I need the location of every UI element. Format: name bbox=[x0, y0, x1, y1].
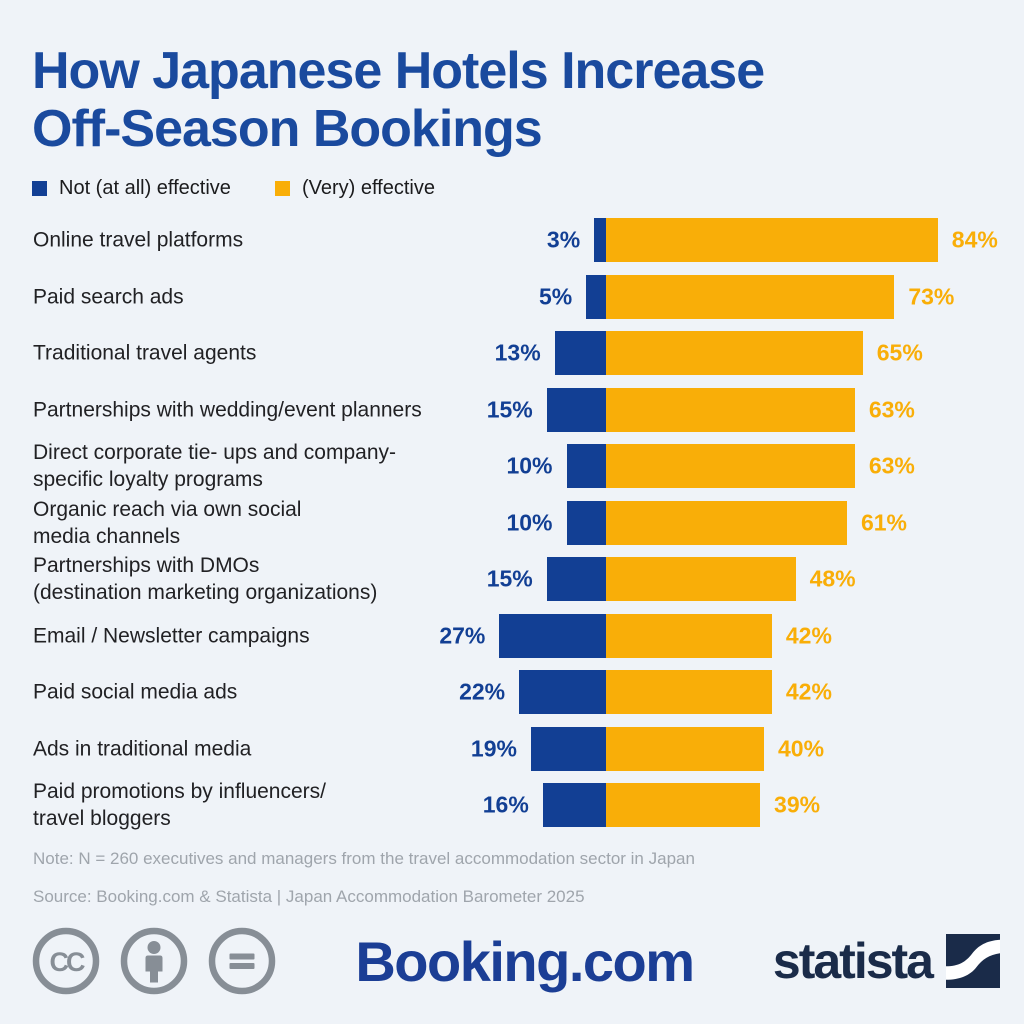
chart-row: Partnerships with DMOs (destination mark… bbox=[0, 551, 1024, 608]
effective-value: 61% bbox=[860, 509, 907, 536]
not-effective-value: 13% bbox=[494, 339, 541, 366]
category-label: Ads in traditional media bbox=[33, 737, 252, 761]
not-effective-value: 16% bbox=[482, 791, 529, 818]
not-effective-value: 5% bbox=[539, 283, 573, 310]
cc-license-icons: CC bbox=[32, 927, 276, 995]
chart-row: Partnerships with wedding/event planners… bbox=[0, 382, 1024, 439]
effective-value: 39% bbox=[774, 791, 821, 818]
chart-row: Paid promotions by influencers/ travel b… bbox=[0, 777, 1024, 834]
effective-bar bbox=[606, 387, 855, 432]
cc-icon: CC bbox=[32, 927, 100, 995]
category-label: Partnerships with wedding/event planners bbox=[33, 398, 422, 422]
effective-bar bbox=[606, 500, 847, 545]
effective-bar bbox=[606, 218, 938, 263]
statista-mark-icon bbox=[945, 934, 1000, 988]
title-line-2: Off-Season Bookings bbox=[32, 100, 543, 158]
effective-value: 73% bbox=[908, 283, 955, 310]
effective-bar bbox=[606, 274, 895, 319]
not-effective-value: 10% bbox=[506, 509, 553, 536]
effective-value: 48% bbox=[809, 565, 856, 592]
not-effective-value: 3% bbox=[546, 226, 581, 253]
category-label: Email / Newsletter campaigns bbox=[33, 624, 310, 648]
effective-value: 63% bbox=[868, 396, 915, 423]
legend-swatch-orange bbox=[274, 181, 290, 196]
category-label: Paid promotions by influencers/ travel b… bbox=[33, 780, 326, 831]
chart-row: Email / Newsletter campaigns 27% 42% bbox=[0, 608, 1024, 665]
chart-row: Direct corporate tie- ups and company- s… bbox=[0, 438, 1024, 495]
not-effective-value: 19% bbox=[470, 735, 517, 762]
not-effective-bar bbox=[566, 500, 606, 545]
page-title: How Japanese Hotels Increase Off-Season B… bbox=[32, 42, 765, 158]
chart-row: Paid search ads 5% 73% bbox=[0, 269, 1024, 326]
category-label: Partnerships with DMOs (destination mark… bbox=[33, 554, 378, 605]
note-text: Note: N = 260 executives and managers fr… bbox=[33, 849, 695, 868]
diverging-bar-chart: Online travel platforms 3% 84% Paid search … bbox=[0, 212, 1024, 834]
chart-legend: Not (at all) effective (Very) effective bbox=[32, 177, 435, 200]
category-label: Online travel platforms bbox=[33, 228, 244, 252]
category-label: Traditional travel agents bbox=[33, 341, 257, 365]
effective-value: 63% bbox=[868, 452, 915, 479]
effective-value: 40% bbox=[778, 735, 825, 762]
legend-swatch-blue bbox=[32, 181, 47, 196]
booking-com-logo: Booking.com bbox=[355, 929, 695, 993]
not-effective-value: 15% bbox=[486, 565, 533, 592]
svg-text:CC: CC bbox=[50, 947, 85, 977]
chart-row: Paid social media ads 22% 42% bbox=[0, 664, 1024, 721]
attribution-icon bbox=[120, 927, 188, 995]
category-label: Paid social media ads bbox=[33, 680, 238, 704]
category-label: Paid search ads bbox=[33, 285, 184, 309]
effective-bar bbox=[606, 557, 796, 602]
chart-row: Traditional travel agents 13% 65% bbox=[0, 325, 1024, 382]
not-effective-bar bbox=[594, 218, 606, 263]
footer: CC Booking.com statista bbox=[32, 918, 1000, 1004]
effective-bar bbox=[606, 726, 764, 771]
effective-bar bbox=[606, 783, 761, 828]
category-label: Direct corporate tie- ups and company- s… bbox=[33, 441, 396, 492]
legend-label: (Very) effective bbox=[301, 177, 435, 199]
not-effective-bar bbox=[519, 670, 606, 715]
effective-value: 42% bbox=[785, 622, 832, 649]
legend-item-effective: (Very) effective bbox=[274, 177, 435, 200]
effective-value: 42% bbox=[785, 678, 832, 705]
title-line-1: How Japanese Hotels Increase bbox=[32, 42, 765, 100]
not-effective-bar bbox=[554, 331, 606, 376]
effective-bar bbox=[606, 331, 863, 376]
category-label: Organic reach via own social media chann… bbox=[33, 497, 302, 548]
no-derivatives-icon bbox=[208, 927, 276, 995]
legend-item-not-effective: Not (at all) effective bbox=[32, 177, 231, 200]
not-effective-value: 15% bbox=[486, 396, 533, 423]
not-effective-bar bbox=[546, 557, 606, 602]
effective-bar bbox=[606, 444, 855, 489]
effective-bar bbox=[606, 670, 772, 715]
source-text: Source: Booking.com & Statista | Japan A… bbox=[33, 887, 585, 906]
not-effective-bar bbox=[499, 613, 606, 658]
chart-row: Organic reach via own social media chann… bbox=[0, 495, 1024, 552]
not-effective-value: 10% bbox=[506, 452, 553, 479]
chart-row: Ads in traditional media 19% 40% bbox=[0, 721, 1024, 778]
not-effective-bar bbox=[566, 444, 606, 489]
not-effective-bar bbox=[530, 726, 606, 771]
chart-row: Online travel platforms 3% 84% bbox=[0, 212, 1024, 269]
effective-value: 84% bbox=[951, 226, 998, 253]
effective-bar bbox=[606, 613, 772, 658]
effective-value: 65% bbox=[876, 339, 923, 366]
statista-logo: statista bbox=[773, 932, 1000, 990]
not-effective-value: 27% bbox=[439, 622, 486, 649]
not-effective-bar bbox=[586, 274, 606, 319]
not-effective-value: 22% bbox=[459, 678, 506, 705]
not-effective-bar bbox=[542, 783, 606, 828]
not-effective-bar bbox=[546, 387, 606, 432]
statista-wordmark: statista bbox=[772, 933, 934, 989]
legend-label: Not (at all) effective bbox=[59, 177, 231, 199]
